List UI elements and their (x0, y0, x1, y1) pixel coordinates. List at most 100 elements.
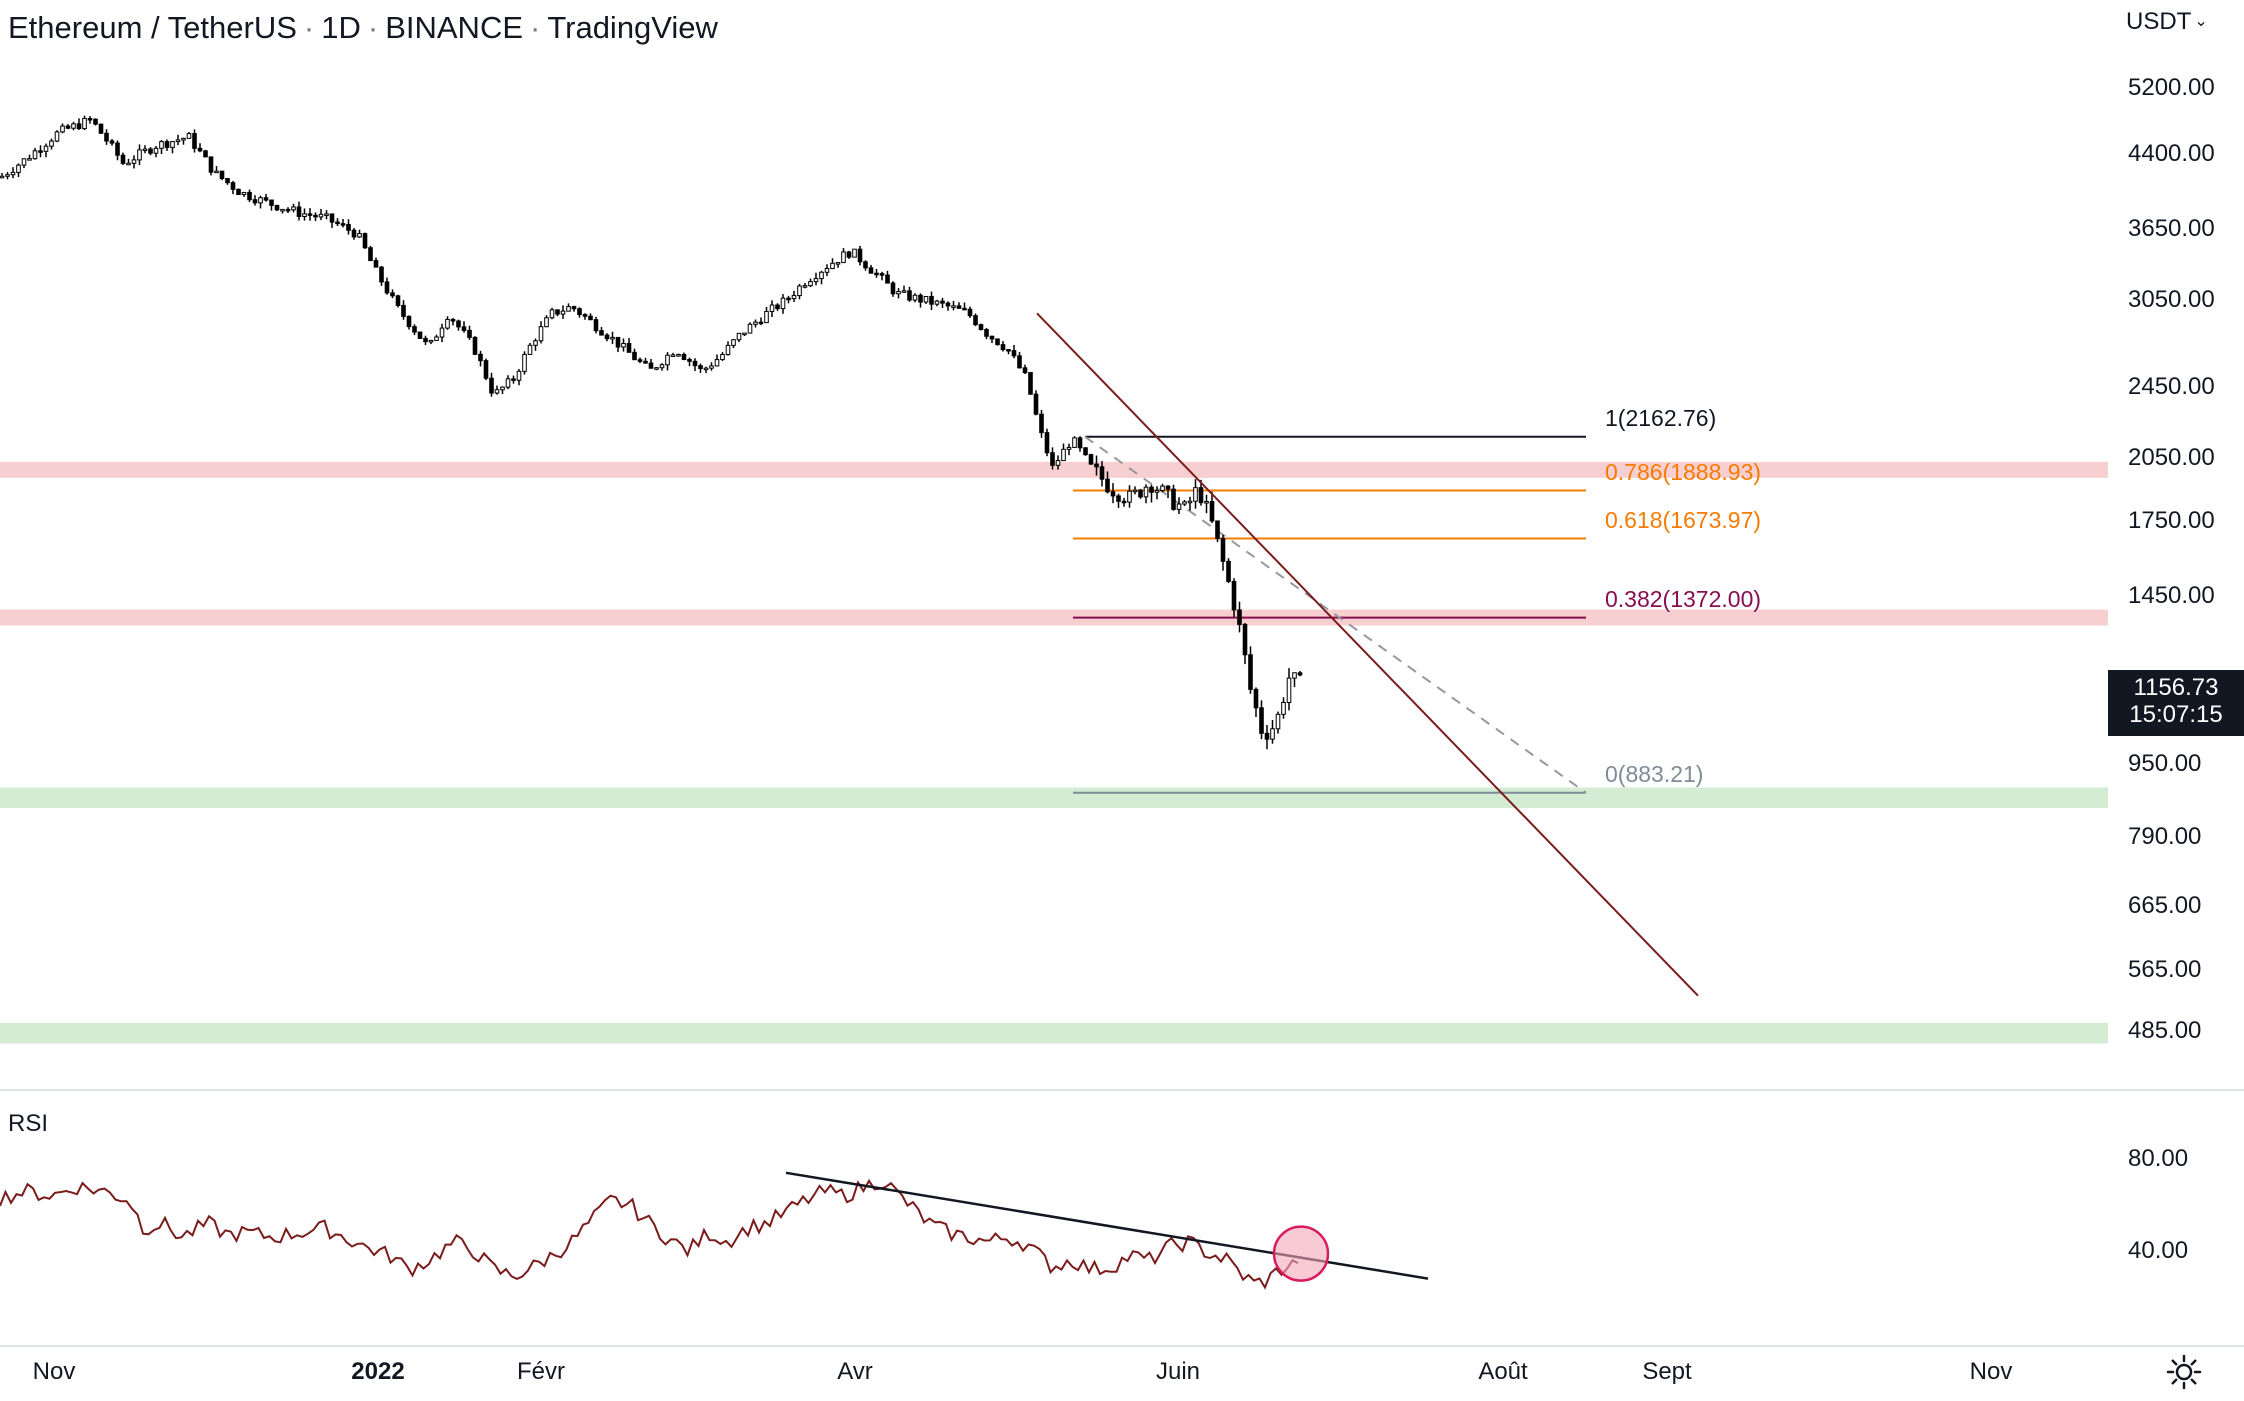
candle-body (1066, 446, 1072, 450)
candle-body (637, 359, 643, 362)
candle (1270, 720, 1275, 744)
candle-body (1083, 447, 1088, 456)
candle (967, 306, 973, 318)
candle (1088, 453, 1094, 465)
candle-body (549, 309, 555, 319)
candle (918, 293, 923, 308)
candle-body (731, 339, 736, 346)
candle-body (478, 353, 483, 362)
candle (1039, 409, 1044, 438)
candle-body (131, 159, 137, 164)
candle (461, 321, 467, 333)
candle (148, 147, 153, 156)
candle-body (654, 367, 659, 370)
candle (1264, 725, 1270, 750)
candle (577, 307, 582, 318)
candle (780, 294, 786, 314)
candle-body (98, 123, 104, 134)
candle-body (1281, 701, 1286, 715)
candle (703, 366, 709, 374)
candle (725, 341, 731, 356)
candle-body (813, 278, 819, 283)
candle-body (698, 365, 703, 369)
candle-body (775, 304, 780, 310)
candle-body (1127, 490, 1132, 503)
candle (1000, 341, 1006, 352)
candle (109, 139, 115, 146)
rsi-line (0, 1178, 1299, 1290)
candle-body (709, 365, 714, 369)
candle-body (511, 378, 516, 381)
candle-body (582, 314, 588, 317)
candle (1253, 687, 1259, 717)
candle (516, 369, 522, 386)
symbol-title[interactable]: Ethereum / TetherUS · 1D · BINANCE · TradingVi… (8, 10, 718, 46)
candle (670, 352, 676, 357)
candle (153, 145, 159, 158)
candle-body (1154, 490, 1160, 493)
candle (1297, 670, 1303, 677)
candle (604, 333, 610, 342)
candle-body (1121, 500, 1127, 504)
candle-body (461, 326, 467, 331)
candle (175, 134, 181, 146)
candle (285, 207, 291, 214)
candle-body (346, 223, 351, 231)
candle (621, 338, 626, 352)
candle (808, 278, 813, 288)
candle (258, 195, 263, 209)
candle (907, 286, 912, 302)
chevron-down-icon: ⌄ (2194, 13, 2208, 30)
candle-body (1039, 413, 1044, 434)
candle-body (368, 247, 373, 262)
symbol-name: Ethereum / TetherUS (8, 10, 297, 45)
candle-body (819, 271, 824, 280)
candle (159, 140, 164, 155)
time-tick-label: Sept (1642, 1358, 1692, 1385)
candle (593, 316, 599, 334)
candle (841, 248, 846, 264)
candle (830, 258, 835, 270)
candle (995, 338, 1000, 346)
candle-body (560, 310, 566, 315)
candle (49, 138, 54, 150)
candle (313, 212, 318, 222)
candle-body (1275, 713, 1281, 730)
candle-body (1088, 454, 1094, 465)
candle-body (703, 367, 709, 371)
rsi-indicator (0, 1171, 1429, 1290)
candle (1176, 497, 1182, 515)
candle-body (615, 336, 621, 348)
price-tick-label: 950.00 (2128, 749, 2202, 777)
candle (923, 295, 929, 304)
candle (1154, 486, 1160, 500)
candle-body (0, 175, 5, 179)
candle-body (879, 273, 885, 276)
candle (1006, 349, 1011, 355)
candle-body (1187, 500, 1193, 504)
candle-body (120, 154, 126, 164)
fibonacci-retracement (1073, 435, 1587, 794)
candle-body (1226, 560, 1231, 582)
candle-body (318, 213, 324, 218)
candle-body (940, 300, 945, 304)
time-tick-label: Nov (32, 1358, 76, 1385)
candle (720, 351, 725, 361)
candle-body (137, 149, 142, 161)
candle-body (753, 321, 758, 325)
candle (1231, 578, 1237, 617)
price-tick-label: 3650.00 (2128, 214, 2215, 242)
candle (445, 316, 450, 330)
candle-body (1220, 537, 1226, 562)
candle-body (170, 141, 175, 148)
candle-body (439, 327, 445, 338)
candle-body (71, 123, 76, 129)
rsi-trendline (785, 1171, 1429, 1280)
fib-label-0.618: 0.618(1673.97) (1605, 506, 1762, 533)
candle-body (401, 304, 406, 317)
currency-selector[interactable]: USDT ⌄ (2126, 8, 2208, 36)
price-tick-label: 3050.00 (2128, 286, 2215, 314)
gear-icon[interactable] (2166, 1354, 2202, 1390)
time-tick-label: Août (1478, 1358, 1528, 1385)
